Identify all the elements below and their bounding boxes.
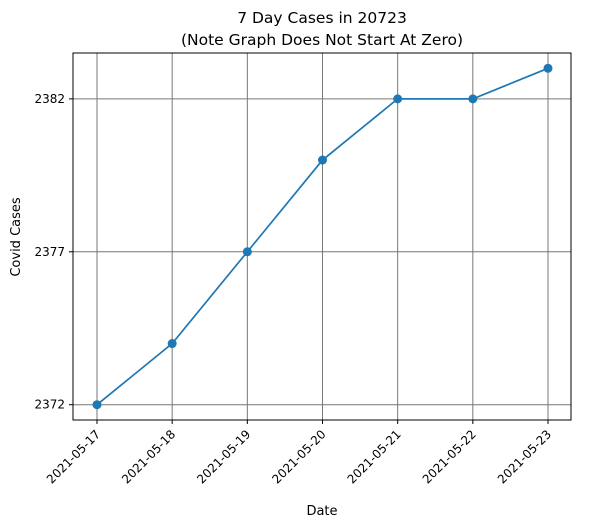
data-point bbox=[167, 339, 177, 349]
x-tick-label: 2021-05-18 bbox=[119, 427, 178, 486]
series-line bbox=[92, 63, 553, 410]
data-point bbox=[318, 155, 327, 165]
y-axis-ticks: 2372 2377 2382 bbox=[34, 92, 73, 412]
data-point bbox=[92, 400, 102, 410]
y-tick-label: 2372 bbox=[34, 398, 65, 412]
data-point bbox=[543, 63, 553, 73]
x-tick-label: 2021-05-23 bbox=[495, 427, 554, 486]
chart-title: 7 Day Cases in 20723 bbox=[237, 9, 407, 27]
x-tick-label: 2021-05-21 bbox=[345, 427, 404, 486]
data-point bbox=[468, 94, 478, 104]
x-tick-label: 2021-05-20 bbox=[269, 427, 328, 486]
x-tick-label: 2021-05-22 bbox=[420, 427, 479, 486]
data-point bbox=[393, 94, 403, 104]
y-axis-label: Covid Cases bbox=[9, 197, 24, 277]
grid-lines bbox=[73, 53, 571, 420]
x-tick-label: 2021-05-19 bbox=[194, 427, 253, 486]
chart-subtitle: (Note Graph Does Not Start At Zero) bbox=[181, 31, 463, 49]
x-axis-label: Date bbox=[306, 504, 337, 519]
data-point bbox=[242, 247, 252, 257]
y-tick-label: 2382 bbox=[34, 92, 65, 106]
x-tick-label: 2021-05-17 bbox=[44, 427, 103, 486]
x-axis-ticks: 2021-05-17 2021-05-18 2021-05-19 2021-05-20… bbox=[44, 420, 554, 486]
y-tick-label: 2377 bbox=[34, 245, 65, 259]
